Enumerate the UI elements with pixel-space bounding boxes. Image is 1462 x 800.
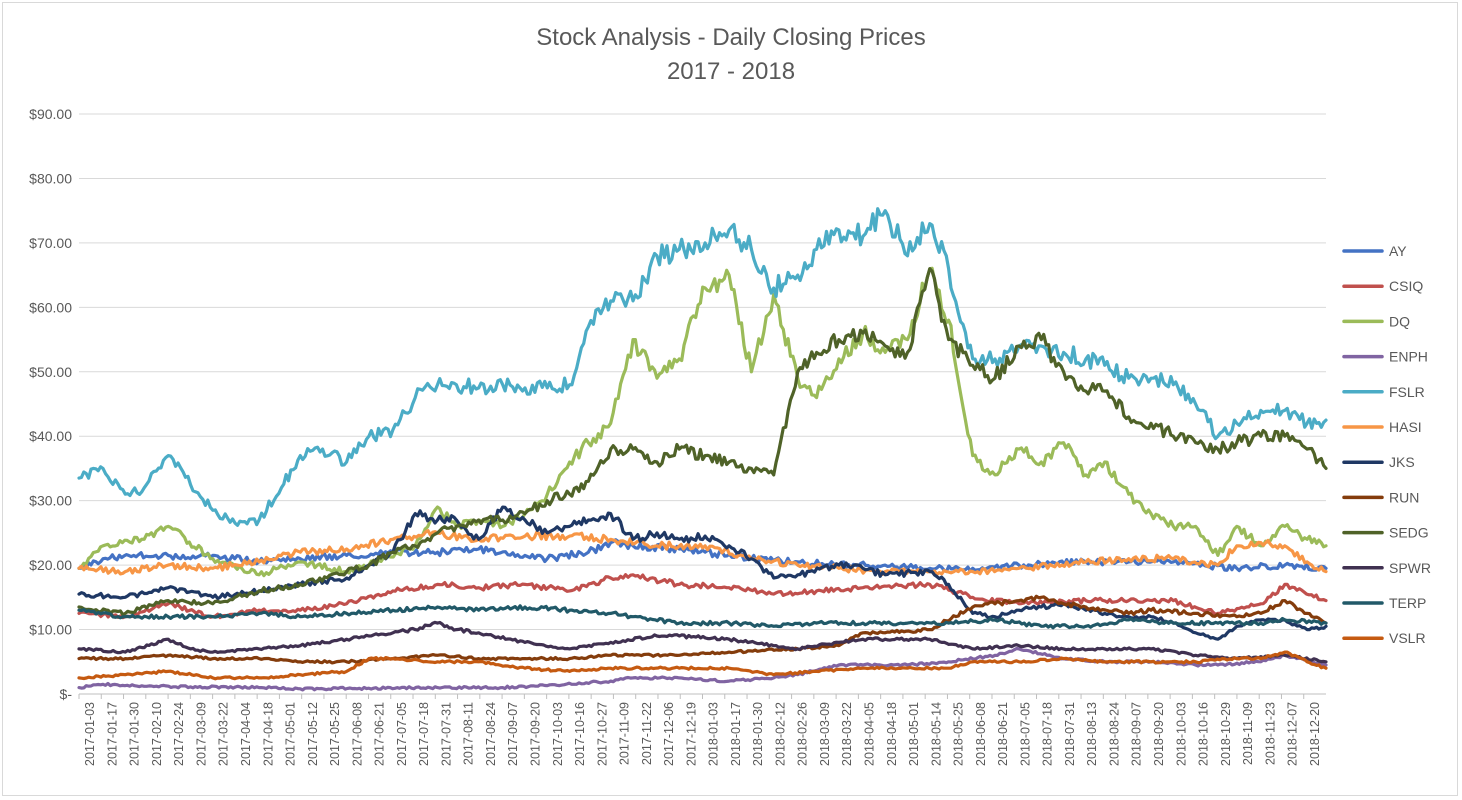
y-tick-label: $-: [60, 686, 73, 702]
x-tick-label: 2017-04-04: [239, 702, 253, 766]
x-tick-label: 2018-04-05: [863, 702, 877, 766]
y-tick-label: $20.00: [29, 557, 72, 573]
y-tick-label: $30.00: [29, 493, 72, 509]
x-tick-label: 2018-05-01: [907, 702, 921, 766]
legend-label-vslr: VSLR: [1389, 630, 1426, 646]
series-line-hasi: [77, 529, 1328, 576]
x-tick-label: 2018-01-30: [751, 702, 765, 766]
legend-label-fslr: FSLR: [1389, 384, 1425, 400]
x-tick-label: 2018-08-24: [1107, 702, 1121, 766]
x-tick-label: 2018-03-09: [818, 702, 832, 766]
x-tick-label: 2018-11-09: [1241, 702, 1255, 765]
x-tick-label: 2018-08-13: [1085, 702, 1099, 766]
x-tick-label: 2018-10-16: [1197, 702, 1211, 766]
legend-label-spwr: SPWR: [1389, 560, 1431, 576]
x-tick-label: 2017-01-30: [128, 702, 142, 766]
y-tick-label: $40.00: [29, 428, 72, 444]
x-tick-label: 2018-09-07: [1130, 702, 1144, 766]
x-tick-label: 2018-07-18: [1041, 702, 1055, 766]
chart-subtitle: 2017 - 2018: [667, 58, 795, 85]
series-line-ay: [77, 538, 1328, 574]
x-tick-label: 2018-09-20: [1152, 702, 1166, 766]
x-tick-label: 2018-05-25: [952, 702, 966, 766]
x-tick-label: 2018-12-07: [1286, 702, 1300, 766]
legend-label-jks: JKS: [1389, 454, 1415, 470]
x-tick-label: 2018-01-03: [707, 702, 721, 766]
x-tick-label: 2018-07-31: [1063, 702, 1077, 766]
x-tick-label: 2017-08-11: [462, 702, 476, 765]
x-tick-label: 2017-10-16: [573, 702, 587, 766]
legend-label-ay: AY: [1389, 243, 1407, 259]
y-tick-label: $60.00: [29, 299, 72, 315]
x-tick-label: 2017-01-17: [105, 702, 119, 766]
chart-title: Stock Analysis - Daily Closing Prices: [536, 24, 925, 51]
x-tick-label: 2017-11-22: [640, 702, 654, 765]
legend: AY CSIQ DQ ENPH FSLR HASI JKS RUN SEDG SPWR TERP VS…: [1342, 243, 1431, 646]
x-tick-label: 2018-04-18: [885, 702, 899, 766]
x-tick-label: 2017-09-20: [528, 702, 542, 766]
y-tick-label: $50.00: [29, 364, 72, 380]
series-lines: [77, 207, 1328, 692]
x-tick-label: 2017-12-19: [684, 702, 698, 766]
x-tick-label: 2018-06-08: [974, 702, 988, 766]
x-tick-label: 2017-03-09: [194, 702, 208, 766]
legend-label-terp: TERP: [1389, 595, 1426, 611]
x-tick-label: 2017-07-05: [395, 702, 409, 766]
y-tick-label: $90.00: [29, 106, 72, 122]
y-axis-ticks: $- $10.00 $20.00 $30.00 $40.00 $50.00 $60.00 $7…: [29, 106, 72, 702]
series-line-vslr: [77, 650, 1328, 681]
x-tick-label: 2018-02-26: [796, 702, 810, 766]
x-tick-label: 2017-12-06: [662, 702, 676, 766]
x-tick-label: 2017-07-18: [417, 702, 431, 766]
x-tick-label: 2017-07-31: [439, 702, 453, 766]
x-tick-label: 2017-11-09: [618, 702, 632, 765]
x-tick-label: 2018-05-14: [929, 702, 943, 766]
y-tick-label: $70.00: [29, 235, 72, 251]
series-line-spwr: [77, 620, 1328, 664]
x-tick-label: 2017-04-18: [261, 702, 275, 766]
x-tick-label: 2017-05-25: [328, 702, 342, 766]
y-tick-label: $10.00: [29, 622, 72, 638]
x-tick-label: 2018-06-21: [996, 702, 1010, 766]
x-tick-label: 2018-07-05: [1018, 702, 1032, 766]
gridlines: [78, 113, 1326, 699]
series-line-fslr: [77, 207, 1328, 527]
legend-label-enph: ENPH: [1389, 349, 1428, 365]
x-tick-label: 2017-05-01: [284, 702, 298, 766]
series-line-run: [77, 594, 1328, 665]
x-tick-label: 2018-10-03: [1174, 702, 1188, 766]
series-line-sedg: [77, 267, 1328, 617]
x-tick-label: 2017-09-07: [506, 702, 520, 766]
x-tick-label: 2018-02-12: [773, 702, 787, 766]
x-tick-label: 2017-03-22: [217, 702, 231, 766]
x-tick-label: 2017-10-27: [595, 702, 609, 766]
x-tick-label: 2018-01-17: [729, 702, 743, 766]
legend-label-run: RUN: [1389, 489, 1419, 505]
x-tick-label: 2017-02-24: [172, 702, 186, 766]
x-tick-label: 2017-06-21: [373, 702, 387, 766]
series-line-csiq: [77, 573, 1328, 620]
x-tick-label: 2017-02-10: [150, 702, 164, 766]
x-tick-label: 2018-12-20: [1308, 702, 1322, 766]
x-axis-ticks: 2017-01-03 2017-01-17 2017-01-30 2017-02-10…: [83, 702, 1322, 766]
y-tick-label: $80.00: [29, 170, 72, 186]
series-line-dq: [77, 266, 1328, 578]
x-tick-label: 2018-03-22: [840, 702, 854, 766]
legend-label-hasi: HASI: [1389, 419, 1422, 435]
legend-label-csiq: CSIQ: [1389, 278, 1423, 294]
legend-label-sedg: SEDG: [1389, 525, 1429, 541]
x-tick-label: 2018-11-23: [1263, 702, 1277, 765]
x-tick-label: 2018-10-29: [1219, 702, 1233, 766]
x-tick-label: 2017-01-03: [83, 702, 97, 766]
series-line-terp: [77, 604, 1328, 630]
x-tick-label: 2017-10-03: [551, 702, 565, 766]
x-tick-label: 2017-06-08: [350, 702, 364, 766]
x-tick-label: 2017-05-12: [306, 702, 320, 766]
legend-label-dq: DQ: [1389, 313, 1410, 329]
x-tick-label: 2017-08-24: [484, 702, 498, 766]
